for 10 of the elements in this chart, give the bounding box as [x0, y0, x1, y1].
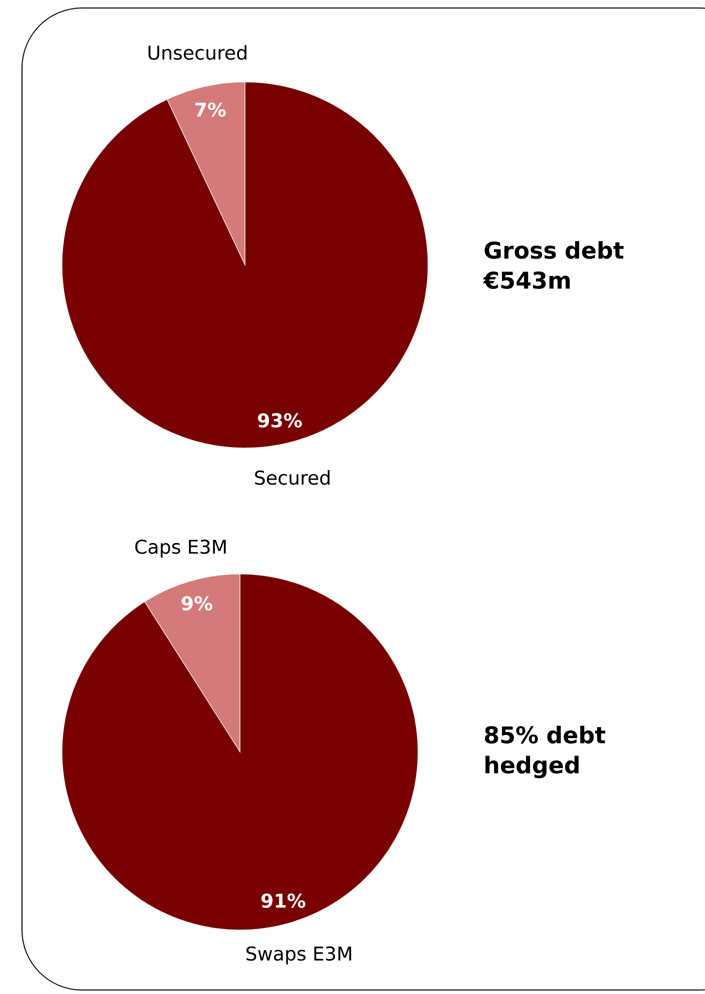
data-label: 7%: [195, 102, 226, 117]
data-label: 9%: [182, 596, 212, 610]
data-label: 93%: [258, 413, 302, 428]
slice-label: Secured: [255, 470, 330, 485]
slice-label: Unsecured: [148, 45, 246, 60]
slice-label: Swaps E3M: [246, 946, 352, 964]
data-label: 91%: [261, 894, 306, 908]
slice-label: Caps E3M: [135, 540, 226, 558]
text: 85% debt hedged: [484, 726, 606, 778]
text: Gross debt €543m: [483, 241, 624, 289]
